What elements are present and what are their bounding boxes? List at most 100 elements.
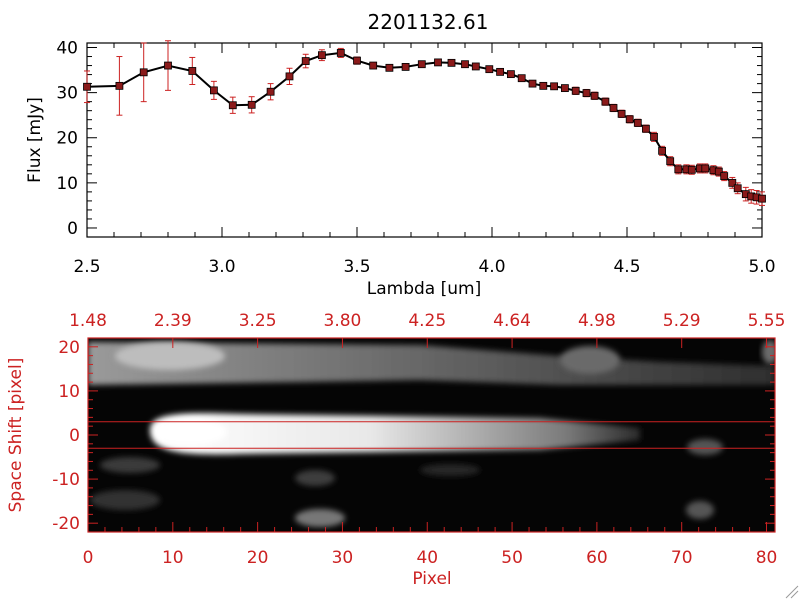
spectrum-image-x-tick-label: 0 xyxy=(83,548,94,568)
spectrum-data-point xyxy=(733,184,742,193)
spectrum-data-point xyxy=(317,51,326,60)
spectrum-data-point xyxy=(247,100,256,109)
noise-blob xyxy=(762,340,775,364)
spectrum-data-point xyxy=(728,178,737,187)
spectrum-data-point xyxy=(590,91,599,100)
spectrum-data-point xyxy=(209,86,218,95)
spectrum-ticks xyxy=(86,43,763,237)
spectrum-data-point xyxy=(658,146,666,155)
spectrum-image-x-tick-label: 60 xyxy=(586,548,608,568)
spectrum-data-point xyxy=(550,82,558,91)
spectrum-x-tick-label: 3.5 xyxy=(343,257,370,277)
spectrum-image-x-tick-label: 20 xyxy=(247,548,269,568)
noise-blob xyxy=(420,464,480,476)
spectrum-image-x-tick-labels: 0 10 20 30 40 50 60 70 80 xyxy=(83,548,778,568)
spectrum-data-point xyxy=(188,67,197,75)
spectrum-data-point xyxy=(539,81,548,90)
spectrum-data-point xyxy=(758,194,766,203)
upper-emission-band xyxy=(88,342,775,385)
spectrum-x-tick-label: 2.5 xyxy=(73,257,100,277)
spectrum-image-y-tick-label: 10 xyxy=(58,382,80,402)
spectrum-image-y-axis-label: Space Shift [pixel] xyxy=(6,358,26,513)
spectrum-x-tick-label: 3.0 xyxy=(208,257,235,277)
spectrum-image-x-tick-label: 30 xyxy=(332,548,354,568)
spectrum-data-point xyxy=(434,58,442,67)
spectrum-data-point xyxy=(609,104,618,112)
spectrum-data-point xyxy=(336,49,345,57)
spectrum-data-point xyxy=(720,172,729,180)
spectrum-x-tick-label: 4.5 xyxy=(613,257,640,277)
spectrum-image-top-tick-label: 5.29 xyxy=(663,311,701,331)
spectrum-image-x-tick-label: 70 xyxy=(671,548,693,568)
noise-blob xyxy=(295,509,345,527)
spectrum-x-tick-labels: 2.5 3.0 3.5 4.0 4.5 5.0 xyxy=(73,257,775,277)
spectrum-image-y-tick-label: -20 xyxy=(52,514,80,534)
spectrum-data-point xyxy=(471,62,480,71)
spectrum-image-top-tick-label: 3.25 xyxy=(239,311,277,331)
spectrum-image-top-tick-label: 3.80 xyxy=(324,311,362,331)
spectrum-data-point xyxy=(285,72,294,81)
spectrum-data-point xyxy=(266,87,275,96)
spectrum-data-point xyxy=(666,157,675,166)
spectrum-data-point xyxy=(582,89,591,97)
noise-blob xyxy=(90,490,160,510)
spectrum-data-point xyxy=(369,61,378,70)
resize-grip-icon[interactable] xyxy=(785,585,799,599)
spectrum-data-point xyxy=(687,165,696,174)
spectrum-image-x-tick-label: 50 xyxy=(501,548,523,568)
spectrum-image-top-tick-label: 5.55 xyxy=(748,311,786,331)
spectrum-image-x-tick-label: 40 xyxy=(416,548,438,568)
spectrum-y-tick-label: 30 xyxy=(56,84,78,104)
spectrum-data-point xyxy=(674,165,683,174)
spectrum-x-tick-label: 5.0 xyxy=(748,257,775,277)
spectrum-image-top-tick-label: 2.39 xyxy=(154,311,192,331)
spectrum-image-plot: 0 10 20 30 40 50 60 70 80 1.48 2.39 3.25 3.80 4.25 4.… xyxy=(6,311,785,589)
spectrum-y-tick-label: 0 xyxy=(67,219,78,239)
spectrum-image-top-tick-labels: 1.48 2.39 3.25 3.80 4.25 4.64 4.98 5.29 5.55 xyxy=(69,311,785,331)
spectrum-data-point xyxy=(164,61,172,70)
spectrum-image-y-tick-label: -10 xyxy=(52,470,80,490)
spectrum-data-point xyxy=(701,164,710,173)
spectrum-image-y-tick-label: 0 xyxy=(69,426,80,446)
spectrum-data-point xyxy=(601,97,610,106)
noise-blob xyxy=(100,457,160,473)
spectrum-data-point xyxy=(485,65,494,74)
spectrum-data-point xyxy=(83,82,91,91)
spectrum-image-x-tick-label: 80 xyxy=(756,548,778,568)
spectrum-data-point xyxy=(496,67,505,76)
main-trace xyxy=(150,413,640,455)
spectrum-data-point xyxy=(571,86,580,95)
spectrum-data-point xyxy=(517,74,526,83)
main-trace-peak xyxy=(157,419,227,445)
spectrum-data-point xyxy=(417,60,426,69)
spectrum-y-tick-label: 20 xyxy=(56,129,78,149)
spectrum-x-axis-label: Lambda [um] xyxy=(367,279,481,299)
spectrum-data-point xyxy=(461,60,469,69)
spectrum-data-point xyxy=(561,84,569,93)
spectrum-data-point xyxy=(447,58,456,67)
spectrum-image-top-tick-label: 4.64 xyxy=(493,311,531,331)
spectrum-image-ticks xyxy=(87,338,775,532)
spectrum-y-tick-labels: 0 10 20 30 40 xyxy=(56,39,78,239)
spectrum-data-point xyxy=(506,70,515,79)
spectrum-image-y-tick-label: 20 xyxy=(58,338,80,358)
spectrum-data-point xyxy=(633,118,642,127)
spectrum-image-x-tick-label: 10 xyxy=(162,548,184,568)
extraction-window-lines xyxy=(88,421,775,449)
spectrum-data-point xyxy=(617,109,626,118)
spectrum-data-point xyxy=(385,63,394,72)
noise-blob xyxy=(295,470,335,486)
spectrum-x-tick-label: 4.0 xyxy=(478,257,505,277)
spectrum-title: 2201132.61 xyxy=(368,10,489,34)
spectrum-data-point xyxy=(115,81,124,90)
spectrum-image-top-tick-label: 4.98 xyxy=(578,311,616,331)
spectrum-image-top-tick-label: 4.25 xyxy=(408,311,446,331)
spectrum-data-point xyxy=(642,124,650,133)
spectrum-plot: 2201132.61 2.5 3.0 3.5 4.0 4.5 5.0 010203040 … xyxy=(25,10,776,299)
spectrum-image-y-tick-labels: -20 -10 0 10 20 xyxy=(52,338,80,534)
spectrum-y-tick-label: 40 xyxy=(56,39,78,59)
spectrum-data-point xyxy=(650,132,658,141)
spectrum-image-x-axis-label: Pixel xyxy=(412,569,451,589)
upper-band-bright-knot xyxy=(115,342,225,370)
